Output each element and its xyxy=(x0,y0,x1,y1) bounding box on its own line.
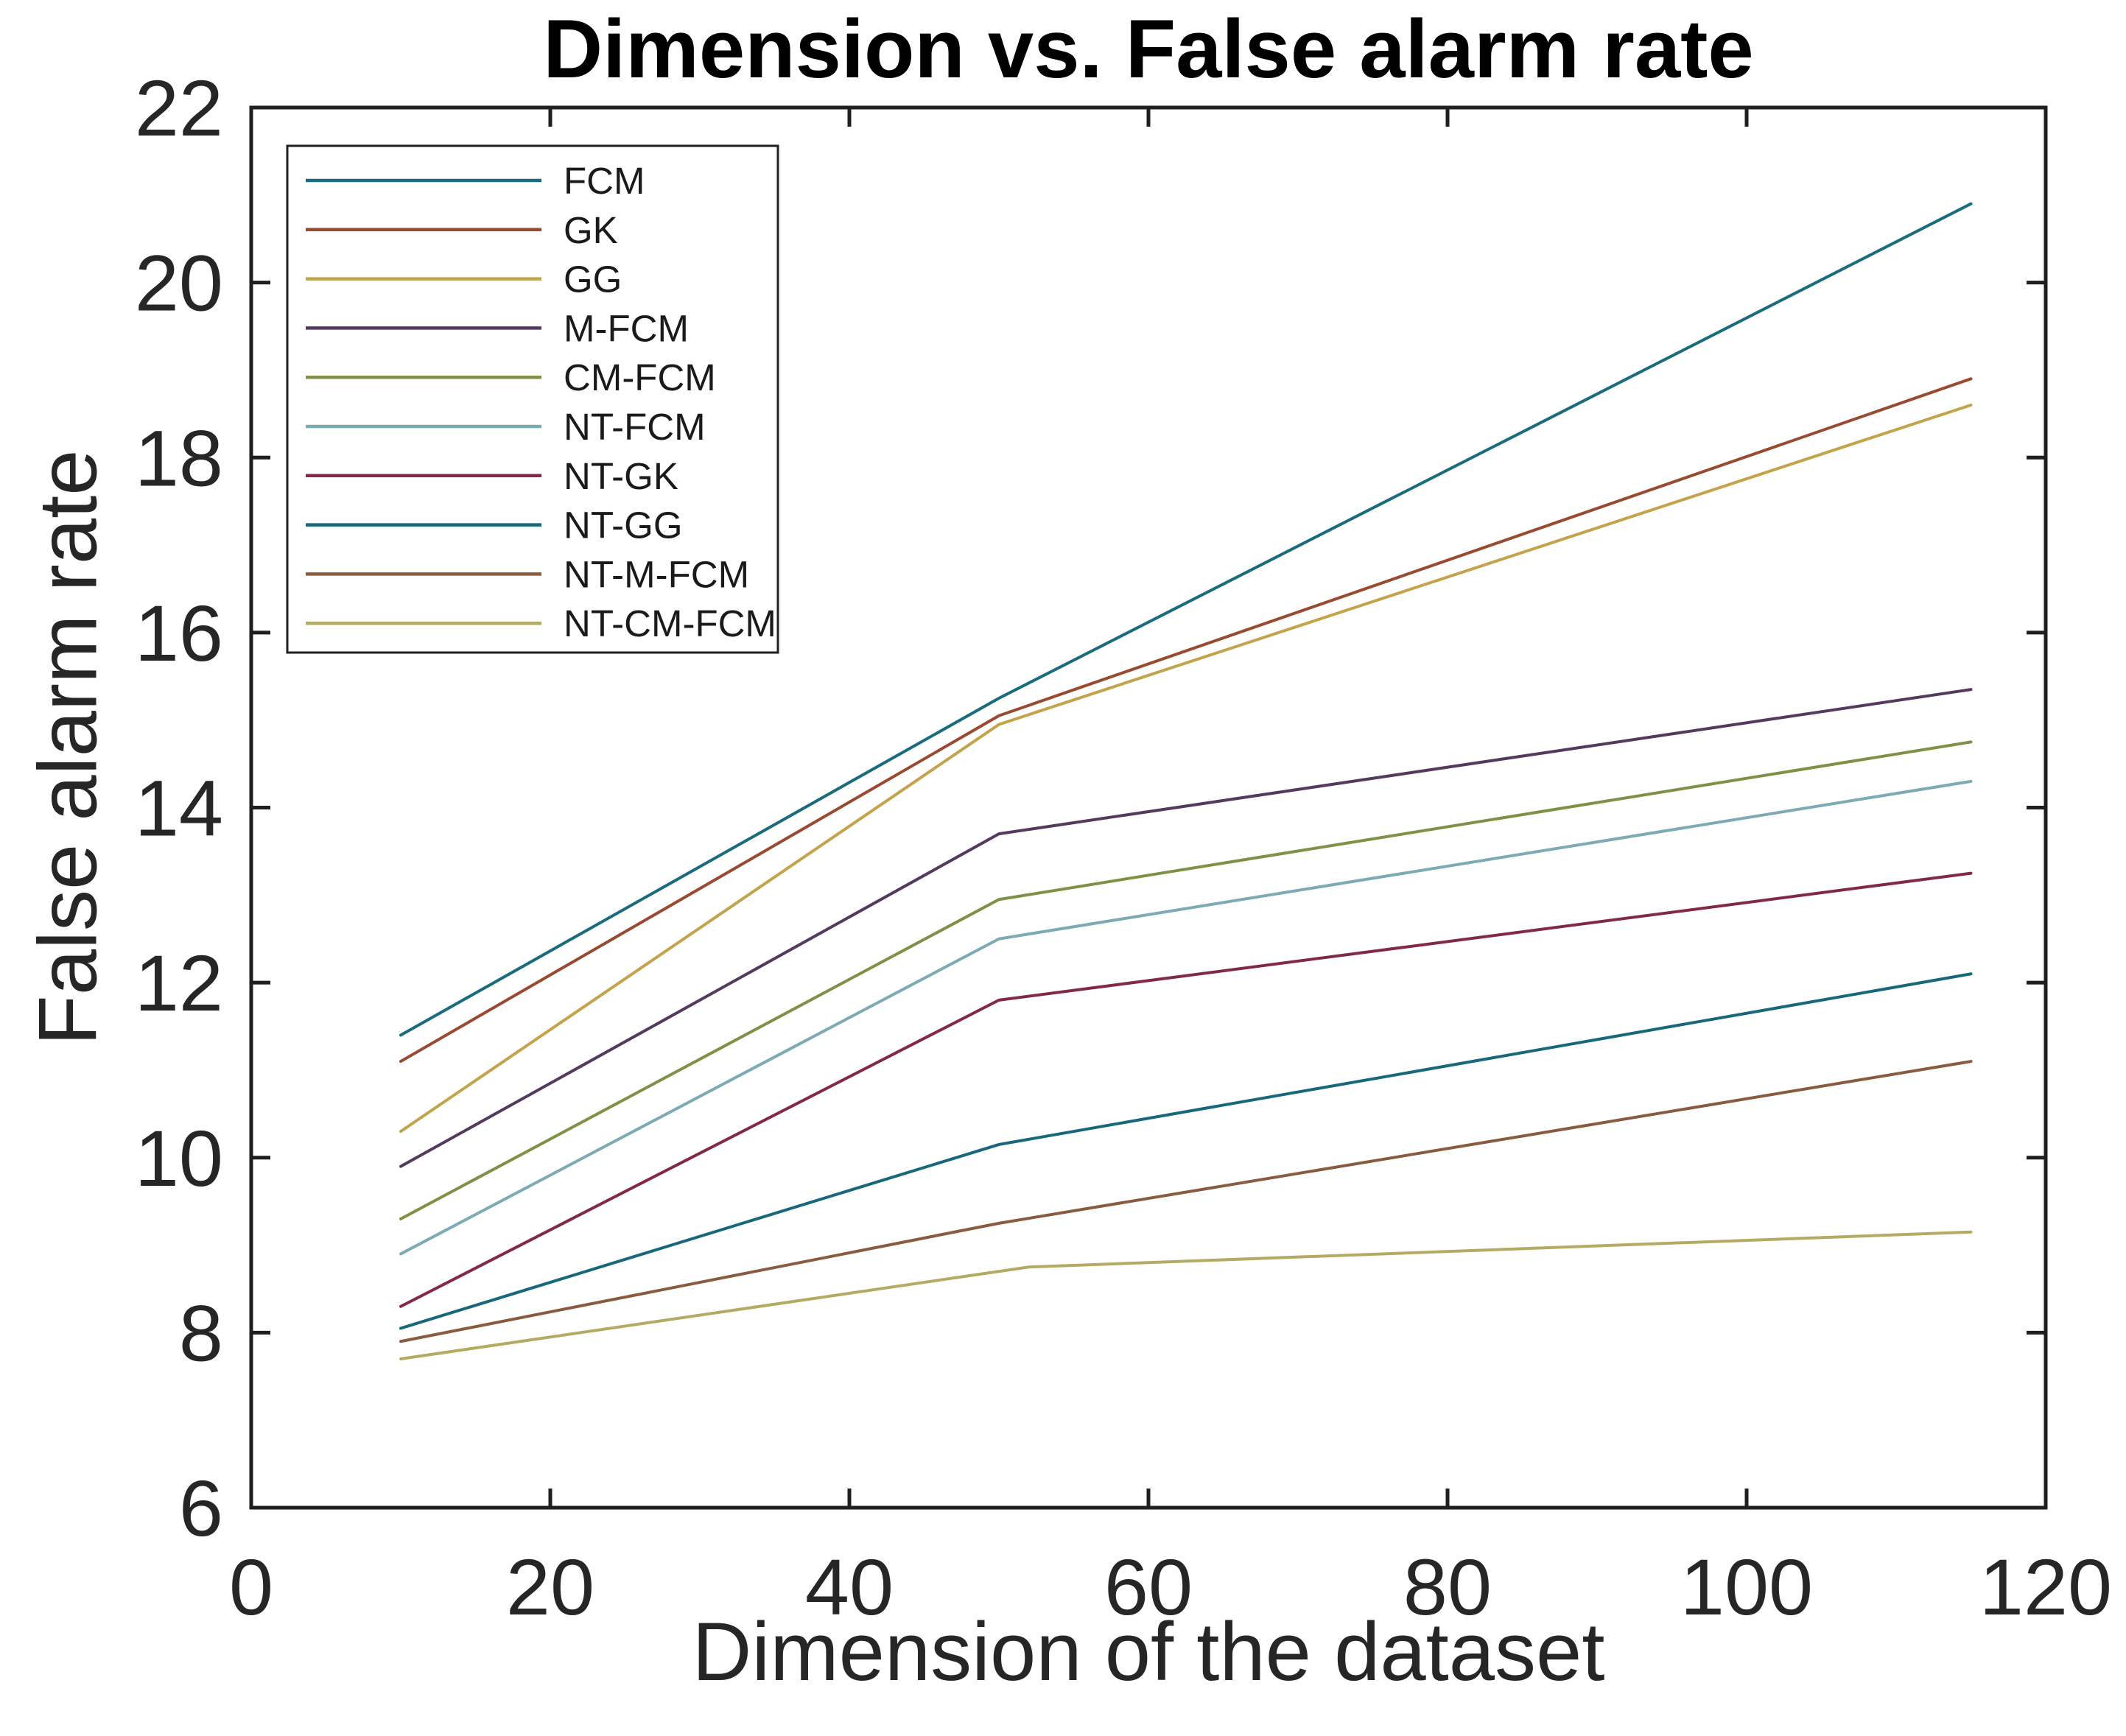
y-tick-label-12: 12 xyxy=(135,938,223,1027)
series-line-NT-GG xyxy=(399,972,1973,1330)
legend-label-CM-FCM: CM-FCM xyxy=(564,356,716,398)
y-tick-label-10: 10 xyxy=(135,1114,223,1203)
x-tick-label-80: 80 xyxy=(1403,1542,1492,1631)
legend-label-FCM: FCM xyxy=(564,160,645,202)
x-tick-label-60: 60 xyxy=(1104,1542,1193,1631)
legend-label-NT-M-FCM: NT-M-FCM xyxy=(564,553,749,595)
y-tick-label-8: 8 xyxy=(179,1288,223,1377)
series-line-NT-GK xyxy=(399,871,1973,1308)
series-line-GK xyxy=(399,377,1973,1064)
x-axis-label: Dimension of the dataset xyxy=(692,1606,1605,1698)
y-tick-label-22: 22 xyxy=(135,63,223,152)
legend-label-NT-FCM: NT-FCM xyxy=(564,406,706,448)
series-line-CM-FCM xyxy=(399,740,1973,1220)
series-line-M-FCM xyxy=(399,688,1973,1168)
x-tick-label-40: 40 xyxy=(805,1542,894,1631)
chart-title: Dimension vs. False alarm rate xyxy=(543,3,1754,95)
series-line-GG xyxy=(399,403,1973,1134)
y-tick-label-18: 18 xyxy=(135,413,223,502)
legend-label-GK: GK xyxy=(564,209,618,251)
x-tick-label-100: 100 xyxy=(1680,1542,1813,1631)
legend-label-M-FCM: M-FCM xyxy=(564,307,689,349)
series-line-NT-FCM xyxy=(399,779,1973,1256)
y-axis-label: False alarm rate xyxy=(21,449,114,1046)
y-tick-label-20: 20 xyxy=(135,239,223,328)
series-line-FCM xyxy=(399,202,1973,1037)
series-line-NT-CM-FCM xyxy=(399,1230,1973,1361)
legend-label-NT-GK: NT-GK xyxy=(564,455,678,497)
legend-label-NT-GG: NT-GG xyxy=(564,505,683,547)
x-tick-label-20: 20 xyxy=(506,1542,594,1631)
x-tick-label-120: 120 xyxy=(1979,1542,2112,1631)
y-tick-label-16: 16 xyxy=(135,588,223,678)
legend-label-NT-CM-FCM: NT-CM-FCM xyxy=(564,602,776,644)
y-tick-label-6: 6 xyxy=(179,1463,223,1553)
legend-label-GG: GG xyxy=(564,259,622,301)
y-tick-label-14: 14 xyxy=(135,764,223,853)
x-tick-label-0: 0 xyxy=(229,1542,273,1631)
series-line-NT-M-FCM xyxy=(399,1060,1973,1343)
